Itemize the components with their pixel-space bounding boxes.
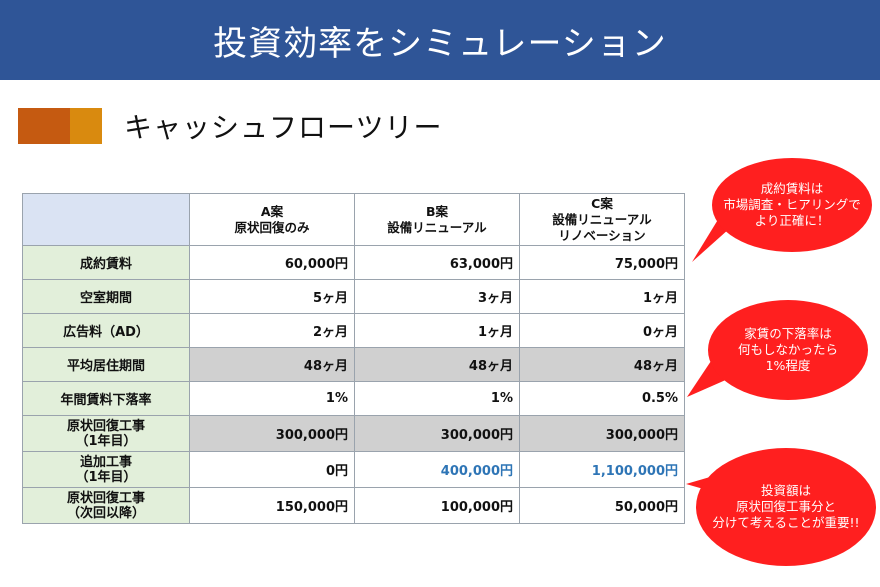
- plan-c-name: C案: [591, 195, 613, 211]
- row-label: 広告料（AD）: [22, 313, 190, 348]
- plan-c-header: C案 設備リニューアル リノベーション: [519, 193, 685, 246]
- table-cell: 1%: [354, 381, 520, 416]
- plan-a-name: A案: [260, 203, 284, 219]
- accent-block-light: [70, 108, 102, 144]
- table-row: 年間賃料下落率 1% 1% 0.5%: [22, 381, 685, 416]
- plan-b-name: B案: [425, 203, 449, 219]
- simulation-table: A案 原状回復のみ B案 設備リニューアル C案 設備リニューアル リノベーショ…: [22, 193, 685, 524]
- row-label: 原状回復工事 （1年目）: [22, 415, 190, 452]
- callout-bubble-decline: 家賃の下落率は 何もしなかったら 1%程度: [708, 300, 868, 400]
- table-cell: 60,000円: [189, 245, 355, 280]
- table-cell: 400,000円: [354, 451, 520, 488]
- row-label: 平均居住期間: [22, 347, 190, 382]
- table-cell: 3ヶ月: [354, 279, 520, 314]
- accent-block-dark: [18, 108, 70, 144]
- table-row: 追加工事 （1年目） 0円 400,000円 1,100,000円: [22, 451, 685, 488]
- callout-text: 成約賃料は: [760, 181, 824, 196]
- table-cell: 63,000円: [354, 245, 520, 280]
- table-row: 空室期間 5ヶ月 3ヶ月 1ヶ月: [22, 279, 685, 314]
- table-cell: 5ヶ月: [189, 279, 355, 314]
- table-cell: 150,000円: [189, 487, 355, 524]
- plan-b-header: B案 設備リニューアル: [354, 193, 520, 246]
- callout-text: より正確に！: [754, 213, 830, 228]
- table-cell: 48ヶ月: [189, 347, 355, 382]
- callout-bubble-rent: 成約賃料は 市場調査・ヒアリングで より正確に！: [712, 158, 872, 252]
- table-row: 平均居住期間 48ヶ月 48ヶ月 48ヶ月: [22, 347, 685, 382]
- callout-text: 原状回復工事分と: [735, 499, 836, 514]
- table-cell: 300,000円: [189, 415, 355, 452]
- plan-c-desc-2: リノベーション: [558, 227, 646, 243]
- callout-text: 市場調査・ヒアリングで: [723, 197, 861, 212]
- table-cell: 1,100,000円: [519, 451, 685, 488]
- table-cell: 1%: [189, 381, 355, 416]
- callout-text: 家賃の下落率は: [744, 326, 832, 341]
- plan-b-desc: 設備リニューアル: [387, 219, 487, 235]
- row-label-main: 原状回復工事: [66, 418, 145, 434]
- row-label-sub: （1年目）: [75, 433, 137, 449]
- row-label-sub: （次回以降）: [66, 505, 145, 521]
- row-label-main: 追加工事: [79, 454, 132, 470]
- table-cell: 1ヶ月: [354, 313, 520, 348]
- table-row: 原状回復工事 （次回以降） 150,000円 100,000円 50,000円: [22, 487, 685, 524]
- table-cell: 50,000円: [519, 487, 685, 524]
- row-label: 原状回復工事 （次回以降）: [22, 487, 190, 524]
- section-header: キャッシュフローツリー: [18, 106, 442, 146]
- row-label-main: 原状回復工事: [66, 490, 145, 506]
- page-title: 投資効率をシミュレーション: [213, 23, 667, 64]
- table-cell: 75,000円: [519, 245, 685, 280]
- table-cell: 2ヶ月: [189, 313, 355, 348]
- table-cell: 0円: [189, 451, 355, 488]
- row-label: 追加工事 （1年目）: [22, 451, 190, 488]
- callout-text: 何もしなかったら: [737, 342, 838, 357]
- plan-c-desc: 設備リニューアル: [552, 211, 652, 227]
- table-header-row: A案 原状回復のみ B案 設備リニューアル C案 設備リニューアル リノベーショ…: [22, 193, 685, 246]
- section-title: キャッシュフローツリー: [124, 111, 443, 144]
- table-cell: 300,000円: [354, 415, 520, 452]
- row-label-sub: （1年目）: [75, 469, 137, 485]
- callout-text: 投資額は: [760, 483, 811, 498]
- plan-a-header: A案 原状回復のみ: [189, 193, 355, 246]
- plan-a-desc: 原状回復のみ: [234, 219, 310, 235]
- callout-text: 分けて考えることが重要!!: [712, 515, 860, 530]
- title-banner: 投資効率をシミュレーション: [0, 0, 880, 80]
- row-label: 年間賃料下落率: [22, 381, 190, 416]
- table-cell: 0.5%: [519, 381, 685, 416]
- callout-bubble-investment: 投資額は 原状回復工事分と 分けて考えることが重要!!: [696, 448, 876, 566]
- table-cell: 48ヶ月: [354, 347, 520, 382]
- row-label: 空室期間: [22, 279, 190, 314]
- table-cell: 300,000円: [519, 415, 685, 452]
- row-label: 成約賃料: [22, 245, 190, 280]
- table-row: 成約賃料 60,000円 63,000円 75,000円: [22, 245, 685, 280]
- table-row: 広告料（AD） 2ヶ月 1ヶ月 0ヶ月: [22, 313, 685, 348]
- table-cell: 48ヶ月: [519, 347, 685, 382]
- table-cell: 1ヶ月: [519, 279, 685, 314]
- table-cell: 0ヶ月: [519, 313, 685, 348]
- table-corner-cell: [22, 193, 190, 246]
- callout-text: 1%程度: [765, 358, 811, 373]
- table-row: 原状回復工事 （1年目） 300,000円 300,000円 300,000円: [22, 415, 685, 452]
- table-cell: 100,000円: [354, 487, 520, 524]
